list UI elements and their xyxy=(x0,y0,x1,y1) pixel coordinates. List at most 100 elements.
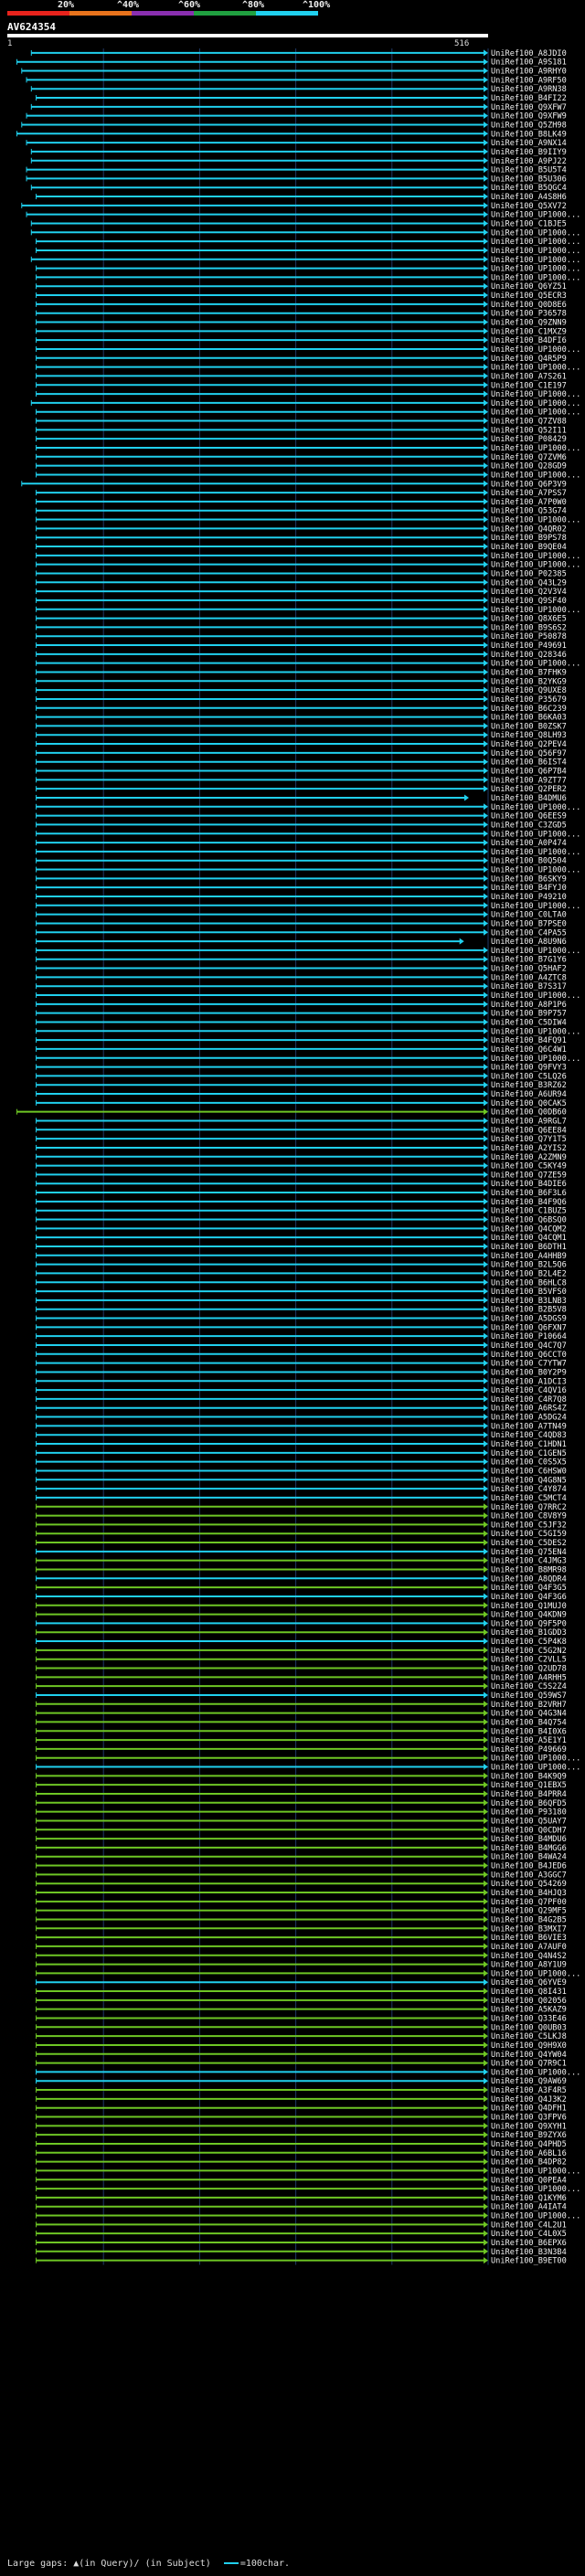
hit-row[interactable]: UniRef100_Q53G74 xyxy=(36,507,567,516)
hit-row[interactable]: UniRef100_B4DP82 xyxy=(36,2158,567,2168)
hit-row[interactable]: UniRef100_A8QDR4 xyxy=(36,1574,567,1584)
hit-label[interactable]: UniRef100_C4QD83 xyxy=(491,1431,567,1440)
hit-label[interactable]: UniRef100_B3RZ62 xyxy=(491,1081,567,1090)
hit-label[interactable]: UniRef100_B6SKY9 xyxy=(491,875,567,884)
hit-label[interactable]: UniRef100_B7FHK9 xyxy=(491,668,567,677)
hit-label[interactable]: UniRef100_P49210 xyxy=(491,893,567,902)
hit-label[interactable]: UniRef100_A4RHH5 xyxy=(491,1673,567,1682)
hit-label[interactable]: UniRef100_B8MR98 xyxy=(491,1565,567,1574)
hit-row[interactable]: UniRef100_B4Q754 xyxy=(36,1718,567,1727)
hit-label[interactable]: UniRef100_Q9AW69 xyxy=(491,2077,567,2086)
hit-row[interactable]: UniRef100_A9ZT77 xyxy=(36,776,567,785)
hit-row[interactable]: UniRef100_Q54269 xyxy=(36,1880,567,1889)
hit-label[interactable]: UniRef100_UP1000... xyxy=(491,991,580,1001)
hit-row[interactable]: UniRef100_C5LQ26 xyxy=(36,1072,567,1081)
hit-label[interactable]: UniRef100_C4JMG3 xyxy=(491,1557,567,1566)
hit-label[interactable]: UniRef100_A5DG24 xyxy=(491,1414,567,1423)
hit-row[interactable]: UniRef100_C4PA55 xyxy=(36,928,567,938)
hit-row[interactable]: UniRef100_Q9ZNN9 xyxy=(36,319,567,328)
hit-row[interactable]: UniRef100_B0Q504 xyxy=(36,857,567,866)
hit-row[interactable]: UniRef100_UP1000... xyxy=(36,2185,581,2194)
hit-row[interactable]: UniRef100_B7PSE0 xyxy=(36,919,567,928)
hit-row[interactable]: UniRef100_UP1000... xyxy=(36,830,581,839)
hit-row[interactable]: UniRef100_Q6BSQ0 xyxy=(36,1216,567,1225)
hit-row[interactable]: UniRef100_Q8X6E5 xyxy=(36,615,567,624)
hit-label[interactable]: UniRef100_C5LQ26 xyxy=(491,1072,567,1081)
hit-row[interactable]: UniRef100_C5KY49 xyxy=(36,1162,567,1171)
hit-row[interactable]: UniRef100_UP1000... xyxy=(36,273,581,282)
hit-row[interactable]: UniRef100_A4RHH5 xyxy=(36,1673,567,1682)
hit-label[interactable]: UniRef100_Q7PF00 xyxy=(491,1898,567,1907)
hit-label[interactable]: UniRef100_B8LK49 xyxy=(491,130,567,139)
hit-label[interactable]: UniRef100_B2VRH7 xyxy=(491,1701,567,1710)
hit-label[interactable]: UniRef100_B4MDU6 xyxy=(491,1835,567,1844)
hit-row[interactable]: UniRef100_B3N3B4 xyxy=(36,2248,567,2257)
hit-label[interactable]: UniRef100_C1BJE5 xyxy=(491,219,567,228)
hit-label[interactable]: UniRef100_UP1000... xyxy=(491,606,580,615)
hit-label[interactable]: UniRef100_B4Q754 xyxy=(491,1718,567,1727)
hit-label[interactable]: UniRef100_A9NX14 xyxy=(491,139,567,148)
hit-row[interactable]: UniRef100_Q6EES9 xyxy=(36,812,567,822)
hit-row[interactable]: UniRef100_C5G2N2 xyxy=(36,1647,567,1656)
hit-label[interactable]: UniRef100_C2VLL5 xyxy=(491,1656,567,1665)
hit-label[interactable]: UniRef100_C3ZGD5 xyxy=(491,821,567,830)
hit-label[interactable]: UniRef100_UP1000... xyxy=(491,399,580,408)
hit-row[interactable]: UniRef100_C5JF32 xyxy=(36,1521,567,1530)
hit-label[interactable]: UniRef100_Q4CQM1 xyxy=(491,1234,567,1243)
hit-row[interactable]: UniRef100_B5QGC4 xyxy=(30,184,567,193)
hit-label[interactable]: UniRef100_A9S181 xyxy=(491,58,567,68)
hit-row[interactable]: UniRef100_C6HSW0 xyxy=(36,1467,567,1476)
hit-row[interactable]: UniRef100_P49669 xyxy=(36,1745,567,1754)
hit-row[interactable]: UniRef100_B6KA03 xyxy=(36,714,567,723)
hit-label[interactable]: UniRef100_B5U306 xyxy=(491,175,567,184)
hit-label[interactable]: UniRef100_B6IST4 xyxy=(491,758,567,768)
hit-row[interactable]: UniRef100_B7G1Y6 xyxy=(36,956,567,965)
hit-label[interactable]: UniRef100_Q8X6E5 xyxy=(491,615,567,624)
hit-row[interactable]: UniRef100_UP1000... xyxy=(36,561,581,570)
hit-row[interactable]: UniRef100_UP1000... xyxy=(36,947,581,956)
hit-label[interactable]: UniRef100_Q29MF5 xyxy=(491,1907,567,1916)
hit-row[interactable]: UniRef100_UP1000... xyxy=(36,2068,581,2077)
hit-label[interactable]: UniRef100_A7TN49 xyxy=(491,1422,567,1431)
hit-row[interactable]: UniRef100_UP1000... xyxy=(26,211,580,220)
hit-row[interactable]: UniRef100_B8LK49 xyxy=(16,130,567,139)
hit-label[interactable]: UniRef100_C1HDN1 xyxy=(491,1440,567,1449)
hit-row[interactable]: UniRef100_A7AUF0 xyxy=(36,1943,567,1952)
hit-row[interactable]: UniRef100_UP1000... xyxy=(36,444,581,453)
hit-label[interactable]: UniRef100_P49669 xyxy=(491,1745,567,1754)
hit-label[interactable]: UniRef100_A8P1P6 xyxy=(491,1001,567,1010)
hit-row[interactable]: UniRef100_C0S5X5 xyxy=(36,1458,567,1468)
hit-row[interactable]: UniRef100_B9QE04 xyxy=(36,543,567,552)
hit-label[interactable]: UniRef100_Q2PEV4 xyxy=(491,740,567,749)
hit-label[interactable]: UniRef100_UP1000... xyxy=(491,2068,580,2077)
hit-row[interactable]: UniRef100_B1GDD3 xyxy=(36,1628,567,1638)
hit-row[interactable]: UniRef100_Q2V3V4 xyxy=(36,588,567,597)
hit-row[interactable]: UniRef100_C4QV16 xyxy=(36,1386,567,1395)
hit-label[interactable]: UniRef100_Q0CDH7 xyxy=(491,1826,567,1835)
hit-label[interactable]: UniRef100_UP1000... xyxy=(491,228,580,238)
hit-row[interactable]: UniRef100_B4MDU6 xyxy=(36,1835,567,1844)
hit-label[interactable]: UniRef100_Q7ZE59 xyxy=(491,1171,567,1180)
hit-row[interactable]: UniRef100_A5DG24 xyxy=(36,1414,567,1423)
hit-label[interactable]: UniRef100_Q7ZV88 xyxy=(491,418,567,427)
hit-row[interactable]: UniRef100_Q29MF5 xyxy=(36,1907,567,1916)
hit-label[interactable]: UniRef100_Q6FXN7 xyxy=(491,1323,567,1332)
hit-row[interactable]: UniRef100_Q0D8E6 xyxy=(36,301,567,310)
hit-label[interactable]: UniRef100_A4IAT4 xyxy=(491,2203,567,2212)
hit-row[interactable]: UniRef100_UP1000... xyxy=(30,256,580,265)
hit-row[interactable]: UniRef100_UP1000... xyxy=(36,848,581,857)
hit-row[interactable]: UniRef100_Q5HAF2 xyxy=(36,965,567,974)
hit-row[interactable]: UniRef100_Q7Y1T5 xyxy=(36,1135,567,1144)
hit-label[interactable]: UniRef100_P02385 xyxy=(491,569,567,578)
hit-label[interactable]: UniRef100_Q8I431 xyxy=(491,1988,567,1997)
hit-row[interactable]: UniRef100_Q1KYM6 xyxy=(36,2194,567,2203)
hit-label[interactable]: UniRef100_Q2PER2 xyxy=(491,785,567,794)
hit-label[interactable]: UniRef100_Q1MUJ0 xyxy=(491,1602,567,1611)
hit-label[interactable]: UniRef100_Q56F97 xyxy=(491,749,567,758)
hit-row[interactable]: UniRef100_B2B5V8 xyxy=(36,1306,567,1315)
hit-label[interactable]: UniRef100_Q6P7B4 xyxy=(491,768,567,777)
hit-row[interactable]: UniRef100_C5LKJ8 xyxy=(36,2032,567,2041)
hit-row[interactable]: UniRef100_A9RHY0 xyxy=(21,68,567,77)
hit-label[interactable]: UniRef100_Q4CQM2 xyxy=(491,1224,567,1234)
hit-row[interactable]: UniRef100_Q0UB03 xyxy=(36,2023,567,2032)
